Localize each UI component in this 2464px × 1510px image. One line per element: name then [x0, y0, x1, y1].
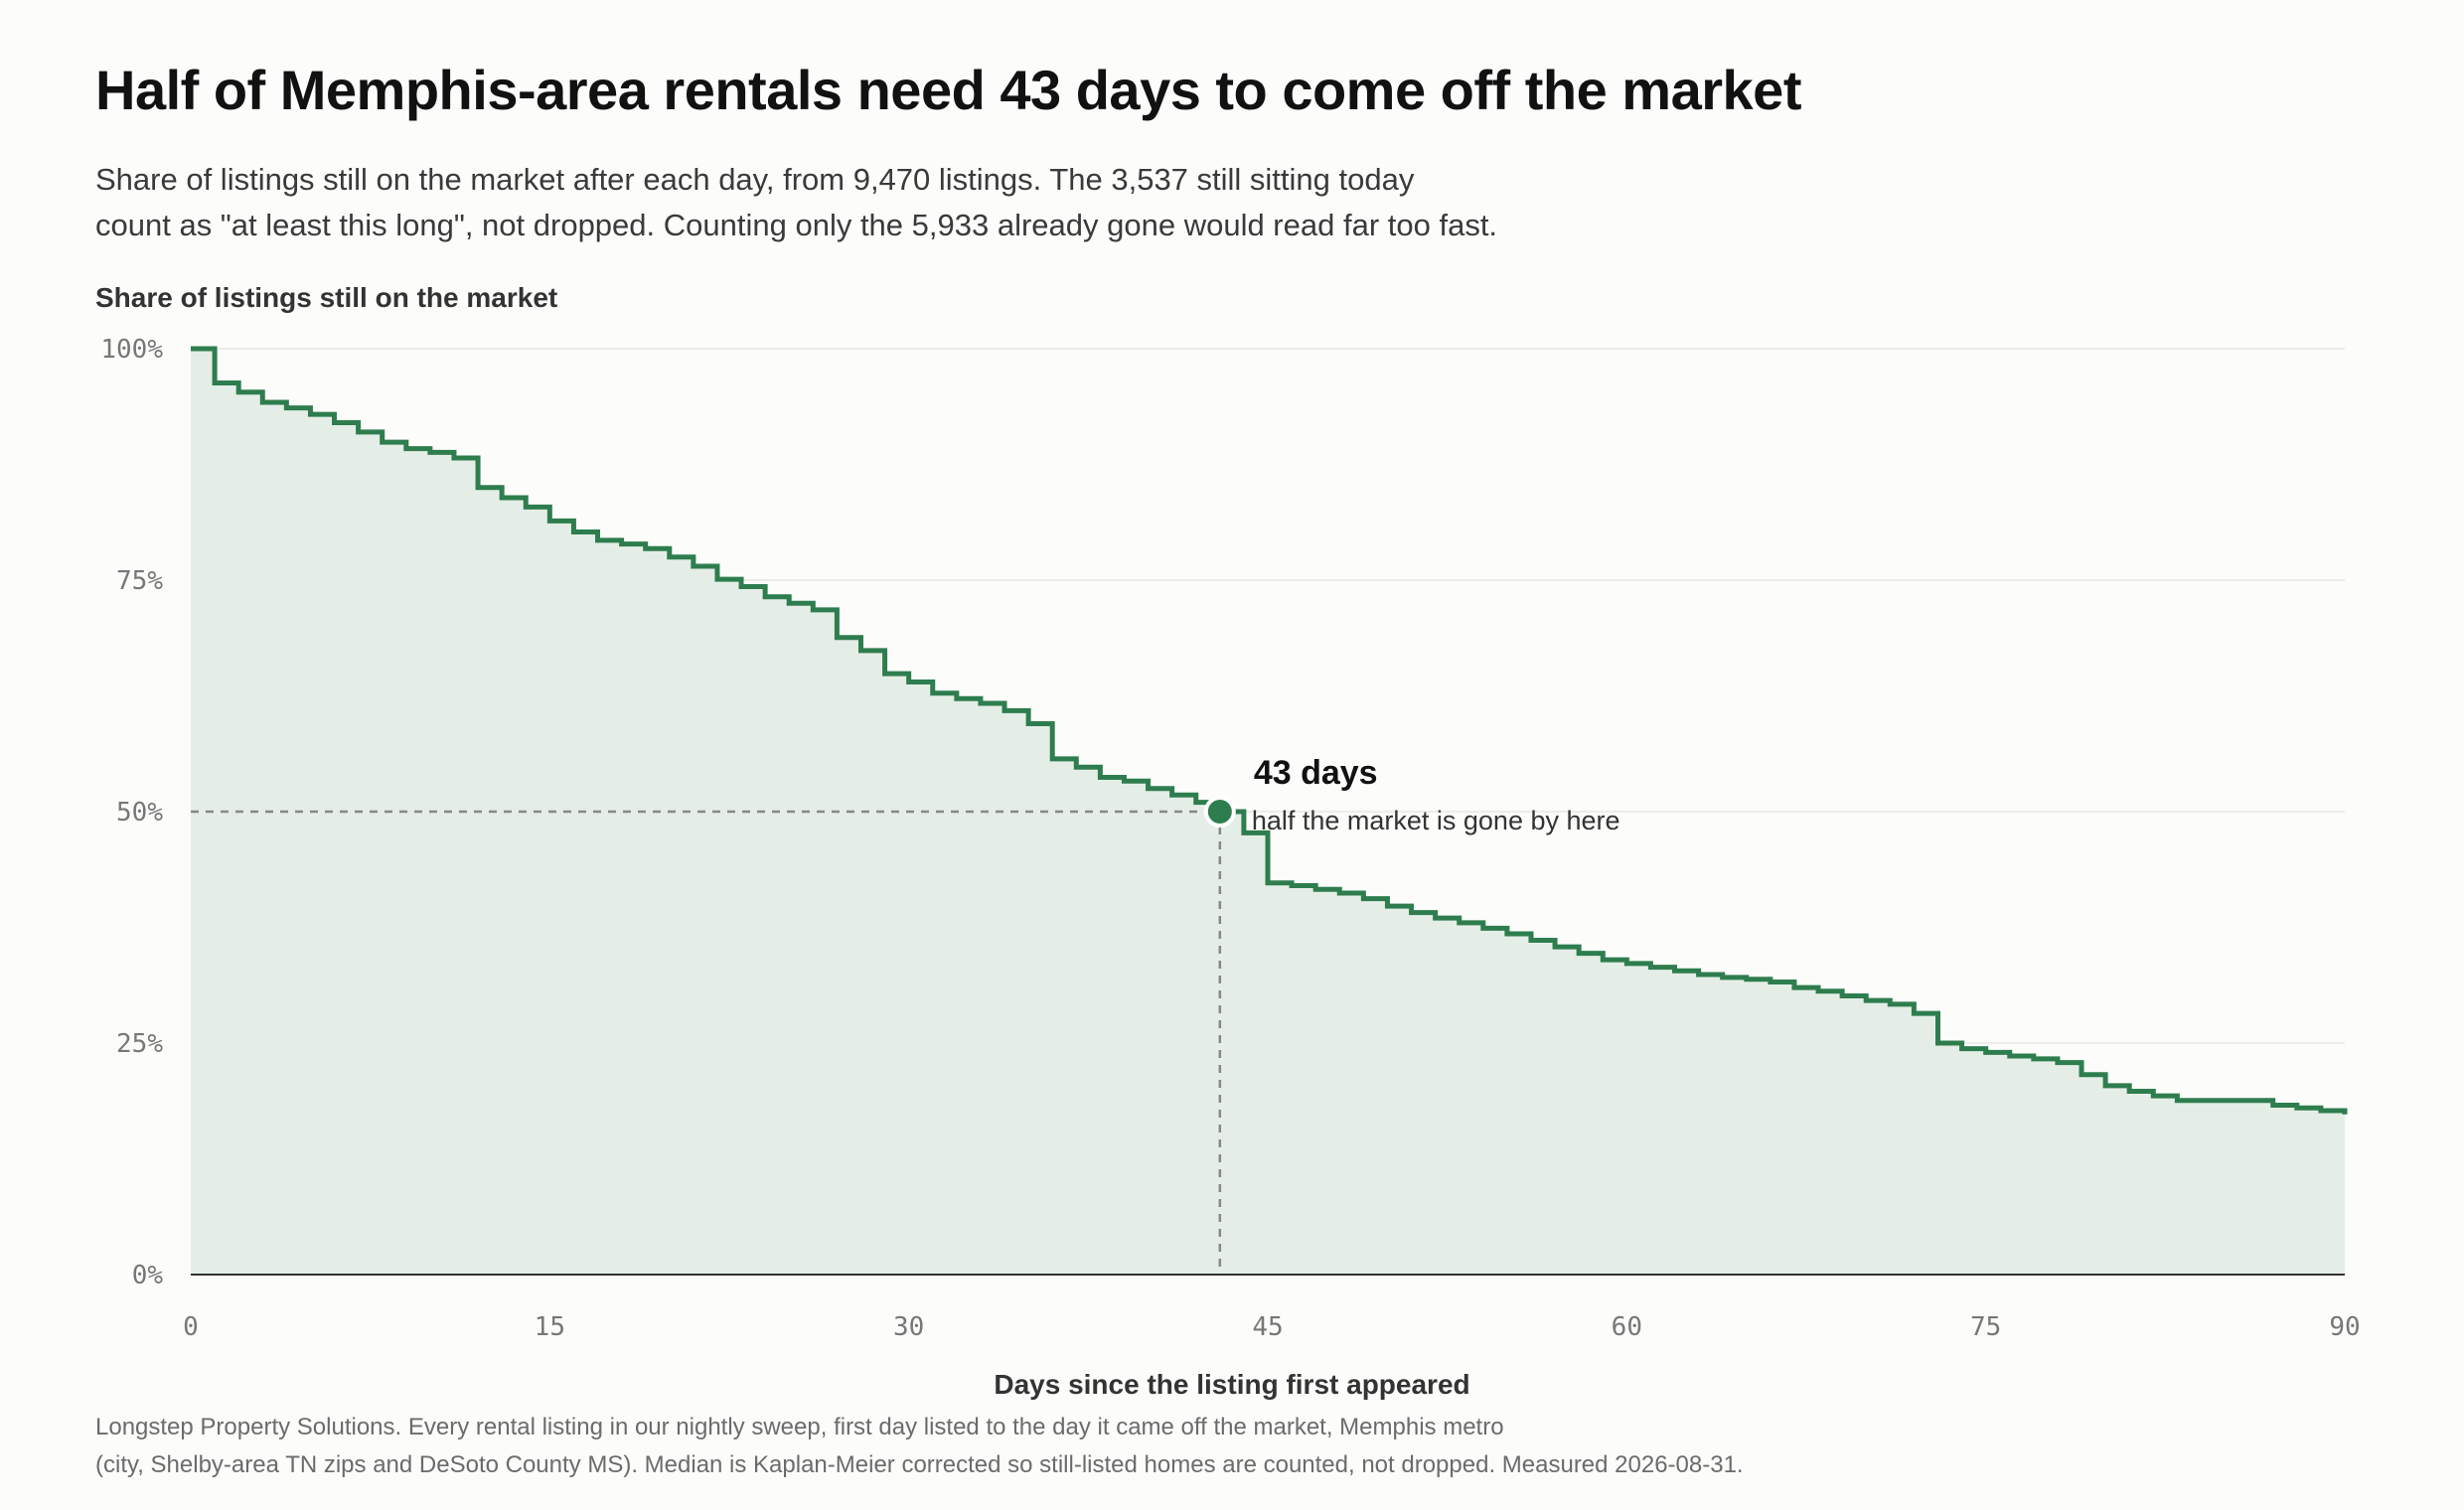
x-tick-labels: 0 15 30 45 60 75 90: [183, 1312, 2360, 1342]
y-tick-label: 50%: [116, 798, 163, 828]
x-tick-label: 90: [2329, 1312, 2360, 1342]
median-annotation-label: 43 days: [1254, 754, 1378, 792]
y-tick-label: 100%: [100, 335, 163, 365]
subtitle-line: count as "at least this long", not dropp…: [95, 208, 1498, 242]
median-marker: [1203, 796, 1236, 828]
y-axis-label: Share of listings still on the market: [95, 282, 558, 313]
x-axis-label: Days since the listing first appeared: [994, 1369, 1470, 1400]
subtitle-line: Share of listings still on the market af…: [95, 162, 1415, 197]
x-tick-label: 45: [1252, 1312, 1283, 1342]
source-footnote: Longstep Property Solutions. Every renta…: [95, 1409, 2182, 1484]
survival-curve: [191, 346, 2348, 1115]
y-tick-labels: 0% 25% 50% 75% 100%: [100, 335, 163, 1290]
y-tick-label: 25%: [116, 1029, 163, 1059]
chart-title: Half of Memphis-area rentals need 43 day…: [95, 59, 1801, 121]
footnote-line: (city, Shelby-area TN zips and DeSoto Co…: [95, 1451, 1744, 1478]
x-tick-label: 75: [1970, 1312, 2001, 1342]
y-tick-label: 0%: [132, 1261, 164, 1290]
y-tick-label: 75%: [116, 566, 163, 596]
x-tick-label: 30: [893, 1312, 924, 1342]
footnote-line: Longstep Property Solutions. Every renta…: [95, 1414, 1504, 1440]
x-tick-label: 60: [1612, 1312, 1642, 1342]
x-tick-label: 0: [183, 1312, 199, 1342]
x-tick-label: 15: [535, 1312, 565, 1342]
median-guides: [191, 810, 1222, 1275]
chart-subtitle: Share of listings still on the market af…: [95, 157, 1784, 248]
median-annotation-note: half the market is gone by here: [1252, 806, 1620, 835]
